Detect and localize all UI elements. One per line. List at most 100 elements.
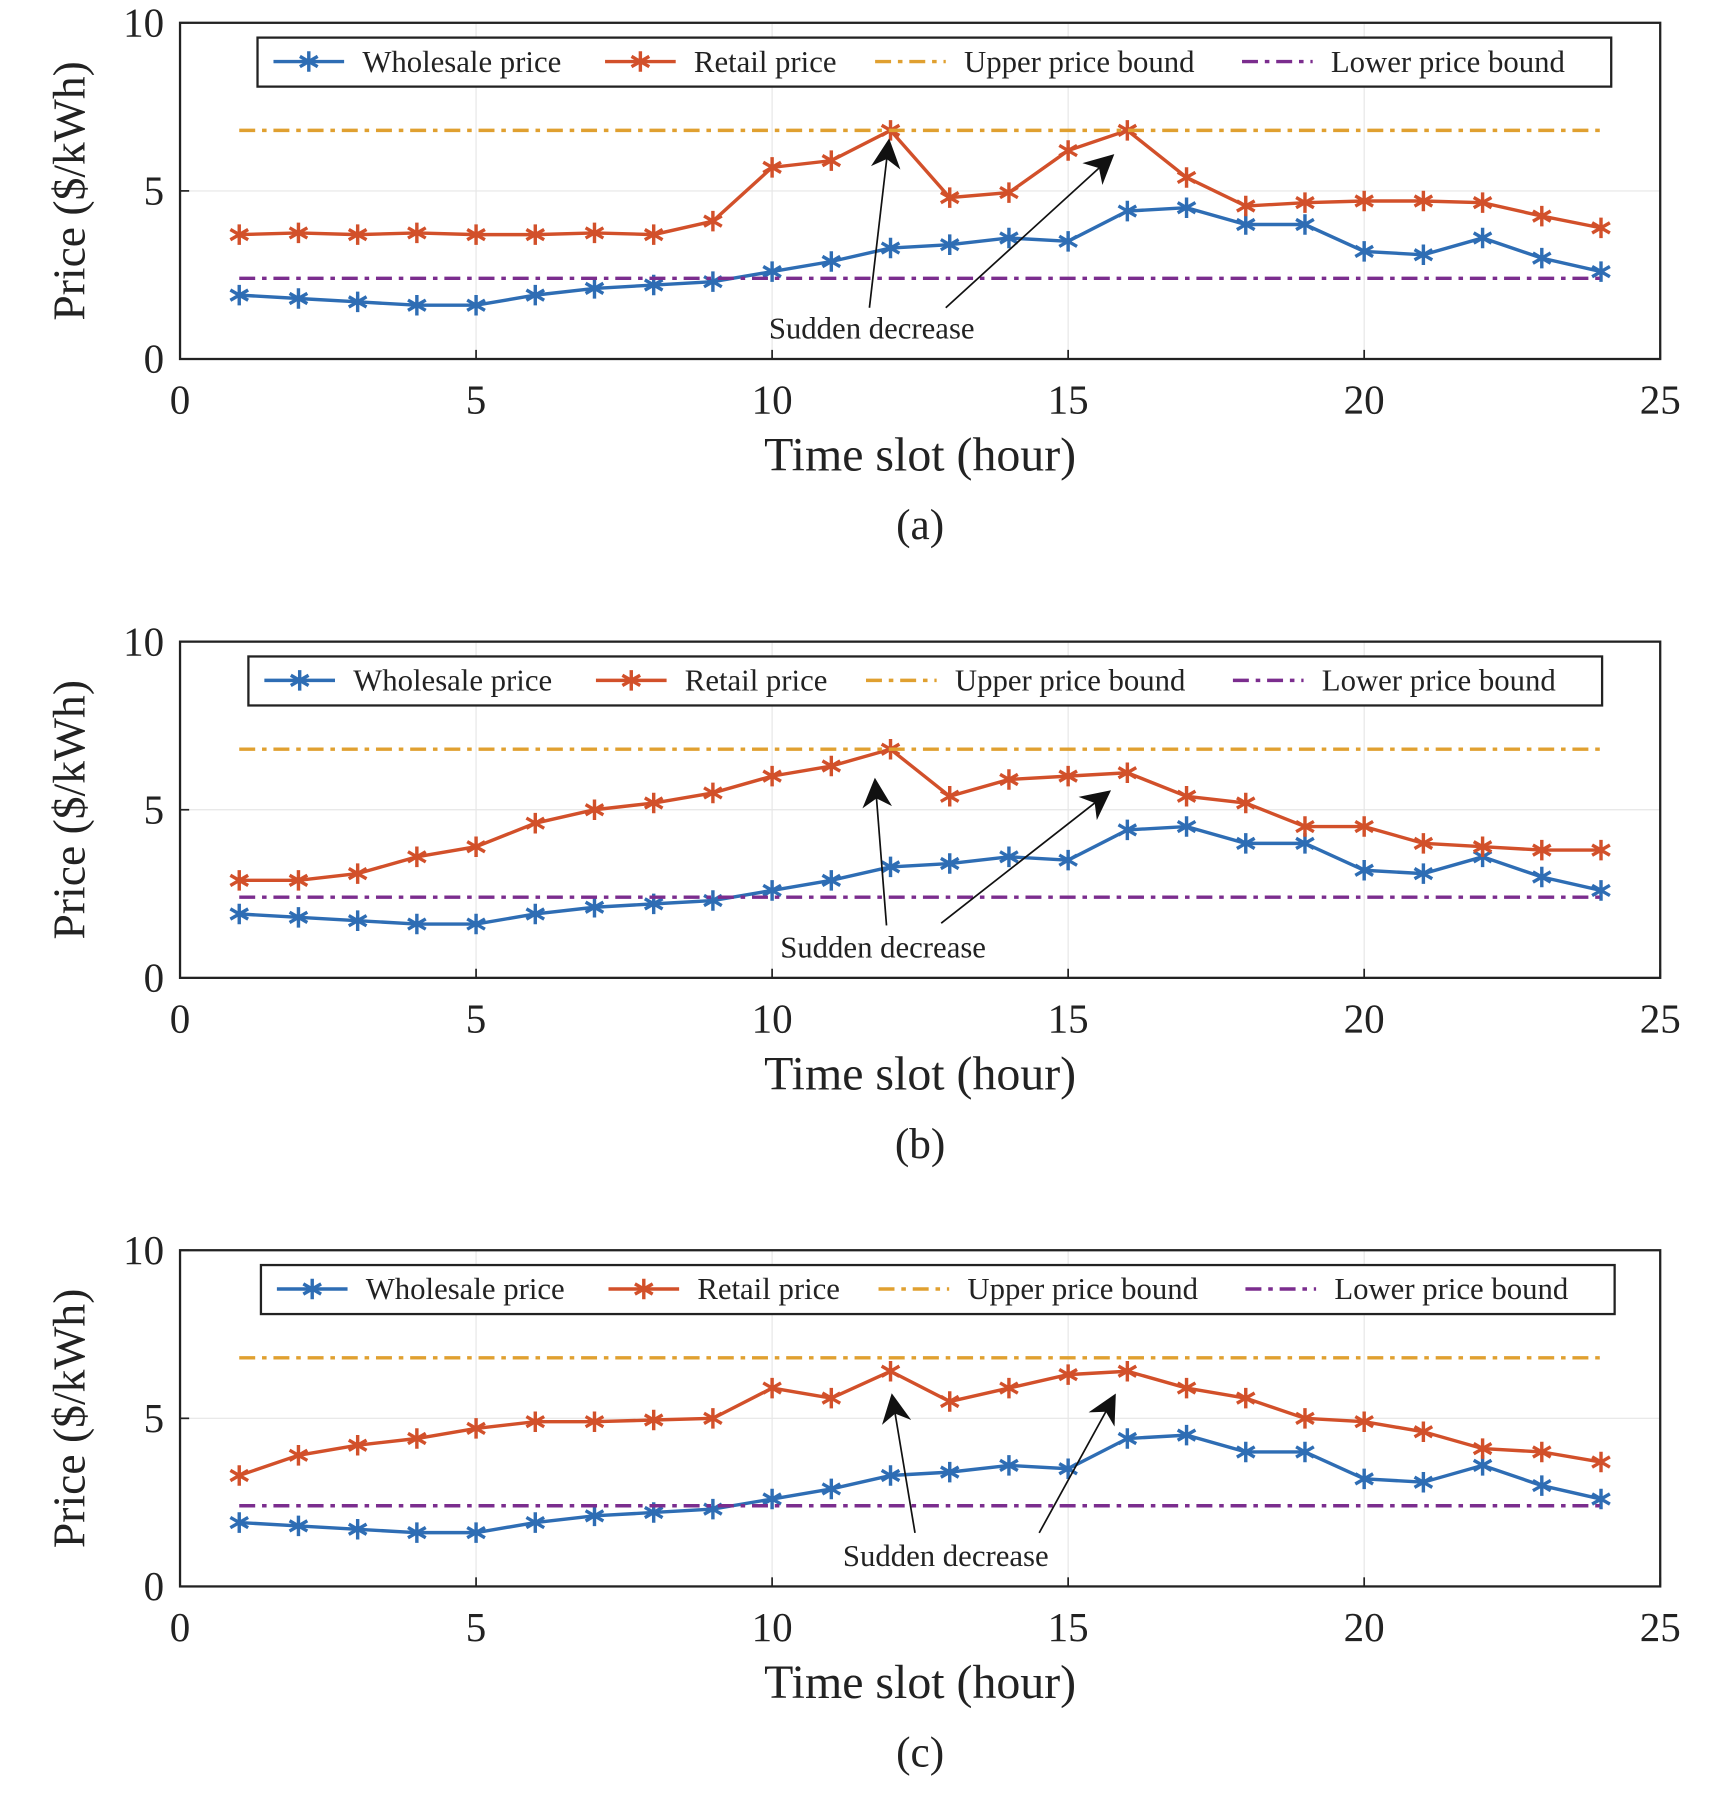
y-tick-label: 10 (123, 0, 164, 45)
caption: (b) (895, 1120, 945, 1168)
point-marker (1236, 1387, 1256, 1409)
legend-label: Wholesale price (366, 1272, 565, 1306)
point-marker (1058, 231, 1078, 252)
annotation: Sudden decrease (780, 930, 986, 964)
panel: 0 5 10 15 20 25 0 5 10 Wholesale price Retail pric… (43, 1227, 1680, 1777)
point-marker (466, 224, 486, 245)
point-marker (1591, 880, 1611, 901)
point-marker (466, 294, 486, 316)
point-marker (1176, 1377, 1197, 1399)
point-marker (1236, 214, 1256, 235)
point-marker (1591, 1488, 1611, 1510)
plot-frame (178, 1249, 1662, 1588)
point-marker (1236, 195, 1256, 217)
point-marker (1472, 227, 1493, 249)
series-line (239, 128, 1602, 237)
point-marker (1058, 765, 1078, 787)
y-tick-label: 0 (144, 1563, 165, 1609)
x-tick-label: 20 (1344, 1604, 1385, 1650)
y-tick-label: 5 (144, 1395, 165, 1441)
point-marker (762, 1377, 782, 1399)
point-marker (939, 853, 960, 874)
point-marker (347, 910, 368, 931)
point-marker (1354, 1468, 1374, 1490)
point-marker (1354, 241, 1374, 262)
point-marker (347, 291, 368, 313)
plot-frame (178, 21, 1662, 361)
legend-label: Retail price (697, 1272, 840, 1306)
x-tick-label: 0 (170, 1604, 191, 1650)
point-marker (1295, 192, 1315, 213)
y-tick-label: 5 (144, 786, 165, 832)
point-marker (1236, 833, 1256, 854)
point-marker (584, 278, 605, 299)
y-tick-label: 10 (123, 618, 164, 664)
point-marker (703, 782, 723, 804)
legend-marker (634, 1278, 654, 1300)
caption: (a) (896, 501, 944, 549)
point-marker (584, 896, 605, 918)
point-marker (1058, 140, 1078, 161)
point-marker (1354, 816, 1374, 837)
series-line (238, 1369, 1602, 1478)
point-marker (525, 284, 546, 306)
point-marker (1472, 1438, 1493, 1459)
legend-label: Lower price bound (1322, 664, 1556, 698)
y-tick-label: 10 (123, 1227, 164, 1273)
point-marker (1176, 197, 1197, 218)
point-marker (703, 1408, 723, 1429)
annotation-arrow (945, 154, 1115, 309)
series-line (239, 824, 1602, 926)
x-tick-label: 25 (1640, 1604, 1681, 1650)
point-marker (1413, 833, 1434, 854)
legend-marker (289, 670, 310, 691)
point-marker (1354, 860, 1374, 881)
point-marker (1532, 1475, 1552, 1496)
point-marker (1591, 261, 1611, 282)
point-marker (1176, 816, 1197, 837)
point-marker (1413, 1421, 1434, 1443)
point-marker (1532, 205, 1552, 227)
point-marker (821, 755, 842, 777)
point-marker (1295, 816, 1315, 837)
point-marker (939, 786, 960, 807)
point-marker (1176, 167, 1197, 188)
x-tick-label: 5 (466, 377, 487, 423)
point-marker (999, 182, 1019, 203)
point-marker (880, 1361, 901, 1382)
series-line (239, 747, 1602, 883)
caption: (c) (896, 1729, 944, 1777)
point-marker (939, 187, 960, 208)
point-marker (1354, 190, 1374, 212)
point-marker (643, 792, 664, 814)
point-marker (407, 222, 427, 244)
point-marker (643, 224, 664, 245)
point-marker (1591, 1451, 1611, 1473)
x-tick-label: 15 (1048, 996, 1089, 1042)
point-marker (584, 1505, 605, 1527)
annotation-arrow (868, 138, 901, 308)
point-marker (525, 1512, 546, 1533)
point-marker (229, 870, 249, 891)
legend-label: Upper price bound (955, 664, 1186, 698)
point-marker (1117, 120, 1138, 141)
point-marker (762, 261, 782, 282)
point-marker (1117, 1428, 1138, 1449)
point-marker (466, 1418, 486, 1439)
x-tick-label: 10 (752, 377, 793, 423)
point-marker (288, 222, 309, 244)
x-tick-label: 20 (1344, 996, 1385, 1042)
point-marker (762, 1488, 782, 1510)
annotation: Sudden decrease (769, 311, 975, 345)
point-marker (643, 1409, 664, 1431)
point-marker (347, 1519, 368, 1540)
point-marker (584, 222, 605, 244)
point-marker (1058, 1458, 1078, 1480)
point-marker (1413, 190, 1434, 212)
point-marker (347, 863, 368, 884)
legend-label: Upper price bound (964, 45, 1195, 79)
y-tick-label: 0 (144, 955, 165, 1001)
point-marker (1117, 200, 1138, 222)
point-marker (1058, 849, 1078, 871)
annotation-arrow (862, 777, 892, 926)
